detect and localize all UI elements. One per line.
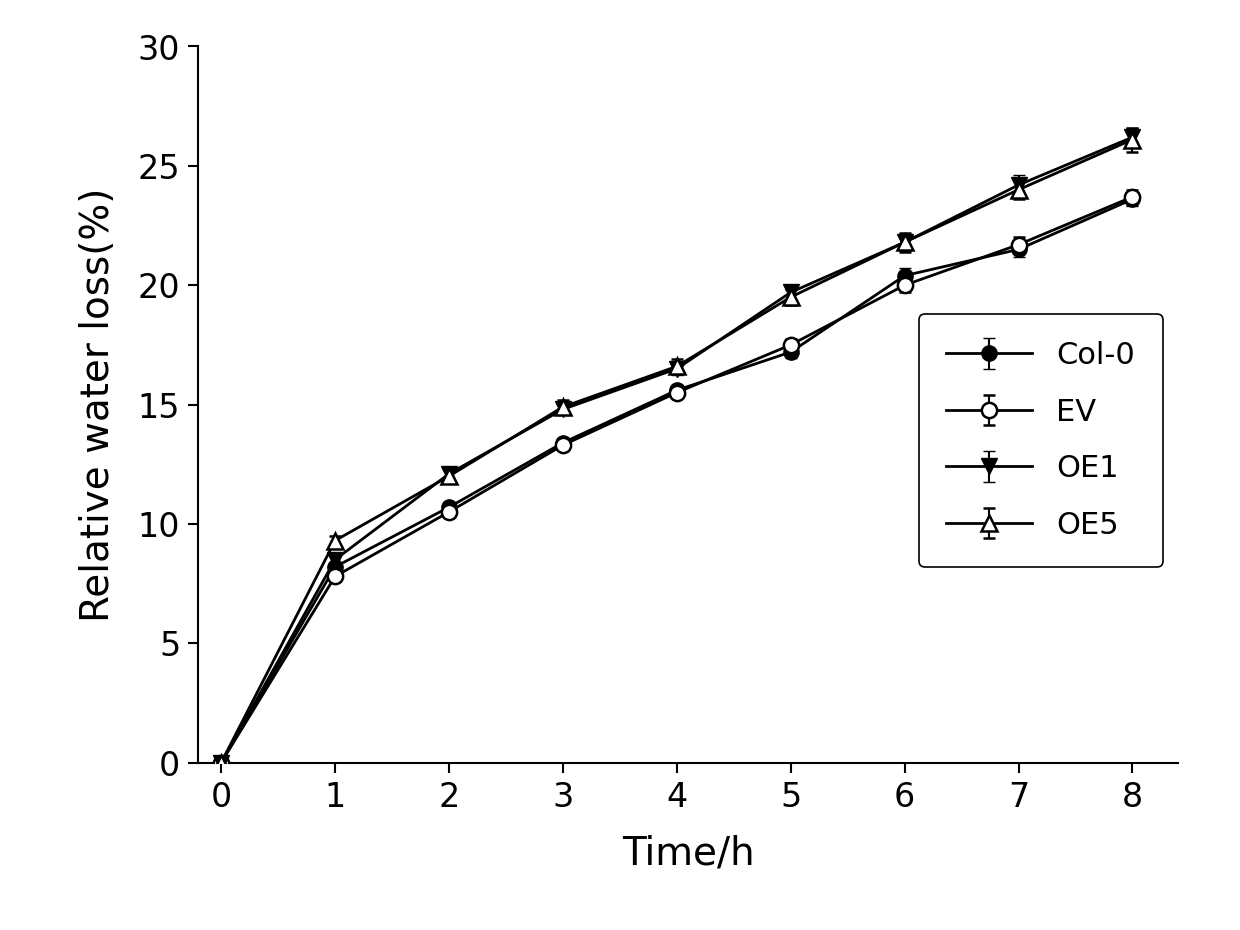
Legend: Col-0, EV, OE1, OE5: Col-0, EV, OE1, OE5	[919, 313, 1163, 567]
Y-axis label: Relative water loss(%): Relative water loss(%)	[79, 187, 117, 622]
X-axis label: Time/h: Time/h	[622, 834, 754, 872]
